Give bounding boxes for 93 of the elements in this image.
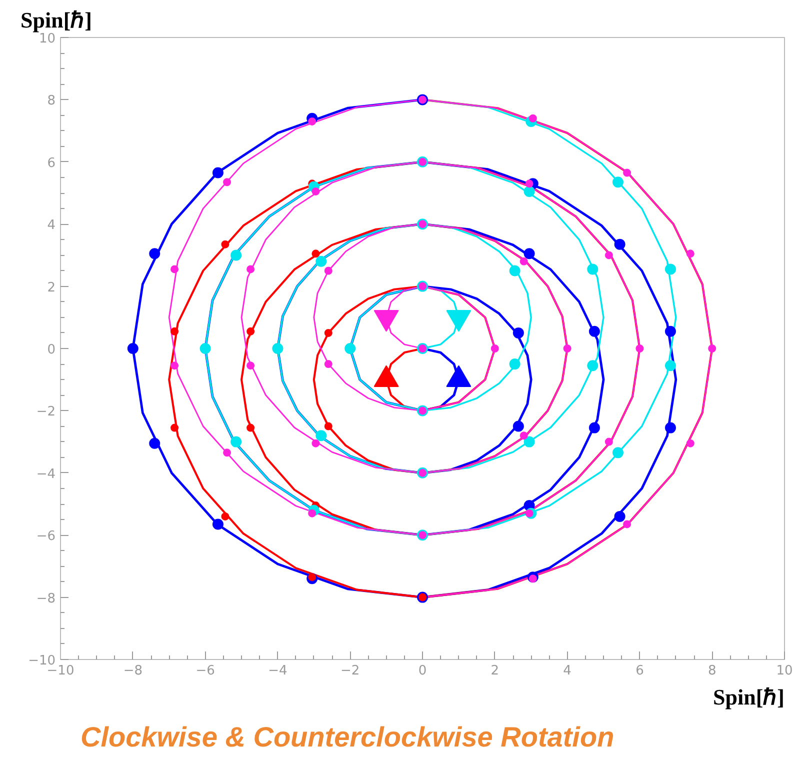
y-tick-label: −8 bbox=[36, 591, 56, 606]
point bbox=[664, 326, 676, 337]
point bbox=[664, 360, 676, 372]
y-tick-label: −10 bbox=[28, 654, 56, 668]
y-tick-label: 10 bbox=[38, 32, 56, 46]
point bbox=[509, 358, 520, 370]
point bbox=[170, 362, 179, 370]
y-tick-label: −2 bbox=[36, 404, 56, 420]
point bbox=[221, 240, 230, 248]
y-tick-label: 6 bbox=[47, 156, 56, 171]
point bbox=[664, 422, 676, 434]
point bbox=[524, 186, 535, 197]
point bbox=[272, 343, 284, 354]
point bbox=[614, 238, 626, 250]
point bbox=[587, 264, 598, 275]
y-tick-label: 0 bbox=[47, 342, 56, 358]
point bbox=[170, 424, 179, 432]
point bbox=[212, 518, 224, 530]
point bbox=[525, 509, 534, 518]
point bbox=[223, 178, 232, 186]
point bbox=[324, 266, 332, 275]
x-axis-title: Spin[ℏ] bbox=[713, 684, 785, 710]
point bbox=[525, 180, 534, 188]
x-tick-label: −4 bbox=[268, 664, 288, 678]
y-tick-label: 4 bbox=[47, 218, 56, 234]
point bbox=[308, 509, 316, 518]
point bbox=[170, 265, 179, 274]
point bbox=[528, 574, 537, 583]
y-tick-label: 8 bbox=[47, 94, 56, 109]
point bbox=[223, 448, 232, 457]
point bbox=[170, 327, 179, 336]
point bbox=[246, 424, 255, 432]
x-tick-label: 10 bbox=[776, 664, 793, 678]
point bbox=[512, 420, 524, 432]
point bbox=[563, 344, 572, 352]
point bbox=[588, 422, 600, 434]
point bbox=[614, 510, 626, 522]
point bbox=[490, 344, 499, 352]
x-tick-label: 6 bbox=[636, 664, 644, 678]
point bbox=[612, 176, 624, 188]
point bbox=[520, 432, 528, 440]
point bbox=[312, 250, 320, 258]
point bbox=[686, 439, 694, 448]
point bbox=[344, 343, 356, 354]
text: Clockwise & Counterclockwise Rotation bbox=[80, 722, 614, 752]
x-tick-label: −2 bbox=[340, 664, 360, 678]
point bbox=[604, 438, 613, 446]
point bbox=[230, 436, 242, 448]
point bbox=[308, 117, 316, 126]
point bbox=[316, 256, 327, 267]
point bbox=[509, 265, 520, 276]
point bbox=[324, 360, 332, 368]
point bbox=[708, 344, 716, 352]
point bbox=[246, 327, 255, 336]
point bbox=[246, 362, 255, 370]
point bbox=[149, 438, 160, 449]
point bbox=[587, 360, 598, 372]
point bbox=[604, 251, 613, 260]
x-tick-label: −8 bbox=[123, 664, 142, 678]
point bbox=[221, 512, 230, 520]
x-tick-label: 2 bbox=[490, 664, 500, 678]
point bbox=[149, 248, 160, 260]
y-axis-title: Spin[ℏ] bbox=[20, 8, 92, 32]
point bbox=[316, 430, 327, 442]
point bbox=[324, 422, 332, 430]
y-tick-label: −6 bbox=[36, 529, 56, 544]
point bbox=[623, 168, 632, 177]
point bbox=[524, 436, 535, 448]
x-tick-label: 4 bbox=[563, 664, 572, 678]
point bbox=[200, 343, 211, 354]
point bbox=[636, 344, 644, 352]
point bbox=[512, 327, 524, 338]
x-tick-label: 8 bbox=[708, 664, 716, 678]
x-tick-label: −6 bbox=[196, 664, 215, 678]
point bbox=[127, 343, 138, 354]
point bbox=[324, 328, 332, 337]
point bbox=[686, 250, 694, 258]
point bbox=[308, 573, 316, 582]
y-tick-label: 2 bbox=[47, 280, 56, 296]
point bbox=[524, 248, 535, 260]
x-tick-label: 0 bbox=[418, 664, 427, 678]
point bbox=[664, 264, 676, 275]
y-tick-label: −4 bbox=[36, 466, 56, 482]
point bbox=[312, 439, 320, 448]
point bbox=[520, 257, 528, 266]
point bbox=[246, 265, 255, 274]
point bbox=[612, 447, 624, 458]
point bbox=[623, 520, 632, 528]
point bbox=[588, 326, 600, 337]
point bbox=[212, 167, 224, 178]
point bbox=[312, 187, 320, 196]
point bbox=[230, 250, 242, 261]
point bbox=[528, 114, 537, 122]
